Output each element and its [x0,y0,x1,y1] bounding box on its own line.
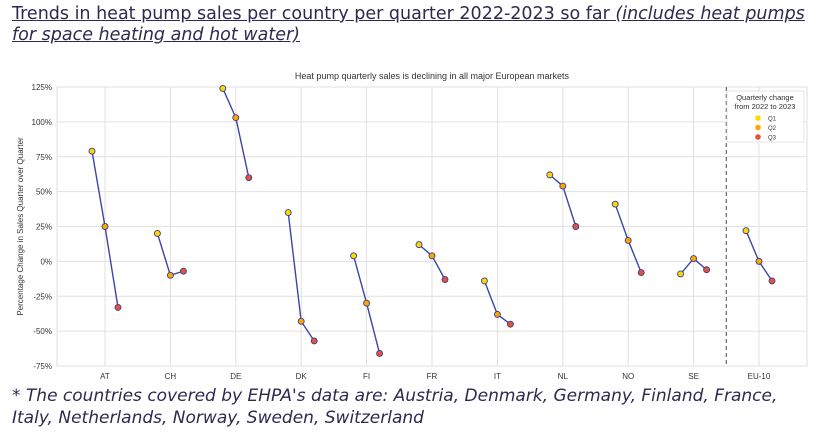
data-point-EU-10-Q1 [742,227,750,235]
y-tick-label: -75% [33,362,52,371]
y-tick-label: 75% [36,153,52,162]
data-point-NL-Q3 [572,223,580,230]
data-point-AT-Q2 [101,223,109,230]
x-tick-label: IT [494,372,501,381]
legend-marker-Q1 [755,115,761,121]
x-tick-label: DE [230,372,241,381]
legend-label-Q1: Q1 [768,117,777,123]
chart-title: Heat pump quarterly sales is declining i… [295,71,570,81]
y-axis-label: Percentage Change in Sales Quarter over … [16,137,25,316]
data-point-FI-Q3 [376,349,384,357]
legend-marker-Q2 [755,124,761,131]
y-tick-label: -50% [33,327,52,336]
heading-main: Trends in heat pump sales per country pe… [12,4,616,24]
data-point-IT-Q1 [480,277,488,285]
legend-title: from 2022 to 2023 [735,102,796,111]
data-point-AT-Q3 [114,303,122,311]
data-point-FR-Q3 [441,276,449,283]
legend-label-Q3: Q3 [768,136,777,142]
y-tick-label: 100% [32,118,52,127]
data-point-CH-Q3 [179,267,187,275]
y-tick-label: -25% [33,292,52,301]
footnote: * The countries covered by EHPA's data a… [12,386,778,428]
data-point-SE-Q2 [690,255,698,263]
data-point-DK-Q2 [297,317,305,325]
page-heading: Trends in heat pump sales per country pe… [12,4,812,46]
y-tick-label: 0% [40,257,52,266]
data-point-DE-Q2 [232,114,240,122]
data-point-DE-Q1 [219,84,227,92]
data-point-FR-Q2 [428,252,436,260]
data-point-FR-Q1 [415,241,423,249]
x-tick-label: AT [100,372,110,381]
data-point-NO-Q2 [624,236,632,244]
data-point-EU-10-Q2 [755,257,763,265]
data-point-NL-Q2 [559,182,567,190]
data-point-FI-Q1 [350,252,358,260]
y-tick-label: 25% [36,223,52,232]
x-tick-label: FR [427,372,438,381]
heading-italic: (includes heat pumps for space heating a… [12,4,805,45]
x-tick-label: SE [688,372,699,381]
data-point-AT-Q1 [88,147,96,155]
data-point-CH-Q1 [153,230,161,237]
data-point-DK-Q3 [310,337,318,345]
x-tick-label: NL [558,372,569,381]
data-point-DK-Q1 [284,209,292,217]
x-tick-label: DK [296,372,308,381]
data-point-NO-Q3 [637,269,645,276]
data-point-NL-Q1 [546,171,554,179]
x-tick-label: NO [622,372,634,381]
data-point-DE-Q3 [245,174,253,182]
legend-title: Quarterly change [736,93,794,102]
data-point-NO-Q1 [611,200,619,208]
y-tick-label: 125% [32,83,52,92]
data-point-EU-10-Q3 [768,277,776,285]
data-point-SE-Q1 [677,270,685,278]
y-tick-label: 50% [36,188,52,197]
legend-label-Q2: Q2 [768,126,777,132]
x-tick-label: CH [165,372,177,381]
legend-box [726,90,805,143]
x-tick-label: FI [363,372,370,381]
x-tick-label: EU-10 [748,372,771,381]
data-point-FI-Q2 [363,299,371,307]
data-point-CH-Q2 [166,271,174,279]
legend-marker-Q3 [755,134,761,140]
data-point-IT-Q2 [493,310,501,318]
data-point-SE-Q3 [703,266,711,274]
data-point-IT-Q3 [506,320,514,328]
